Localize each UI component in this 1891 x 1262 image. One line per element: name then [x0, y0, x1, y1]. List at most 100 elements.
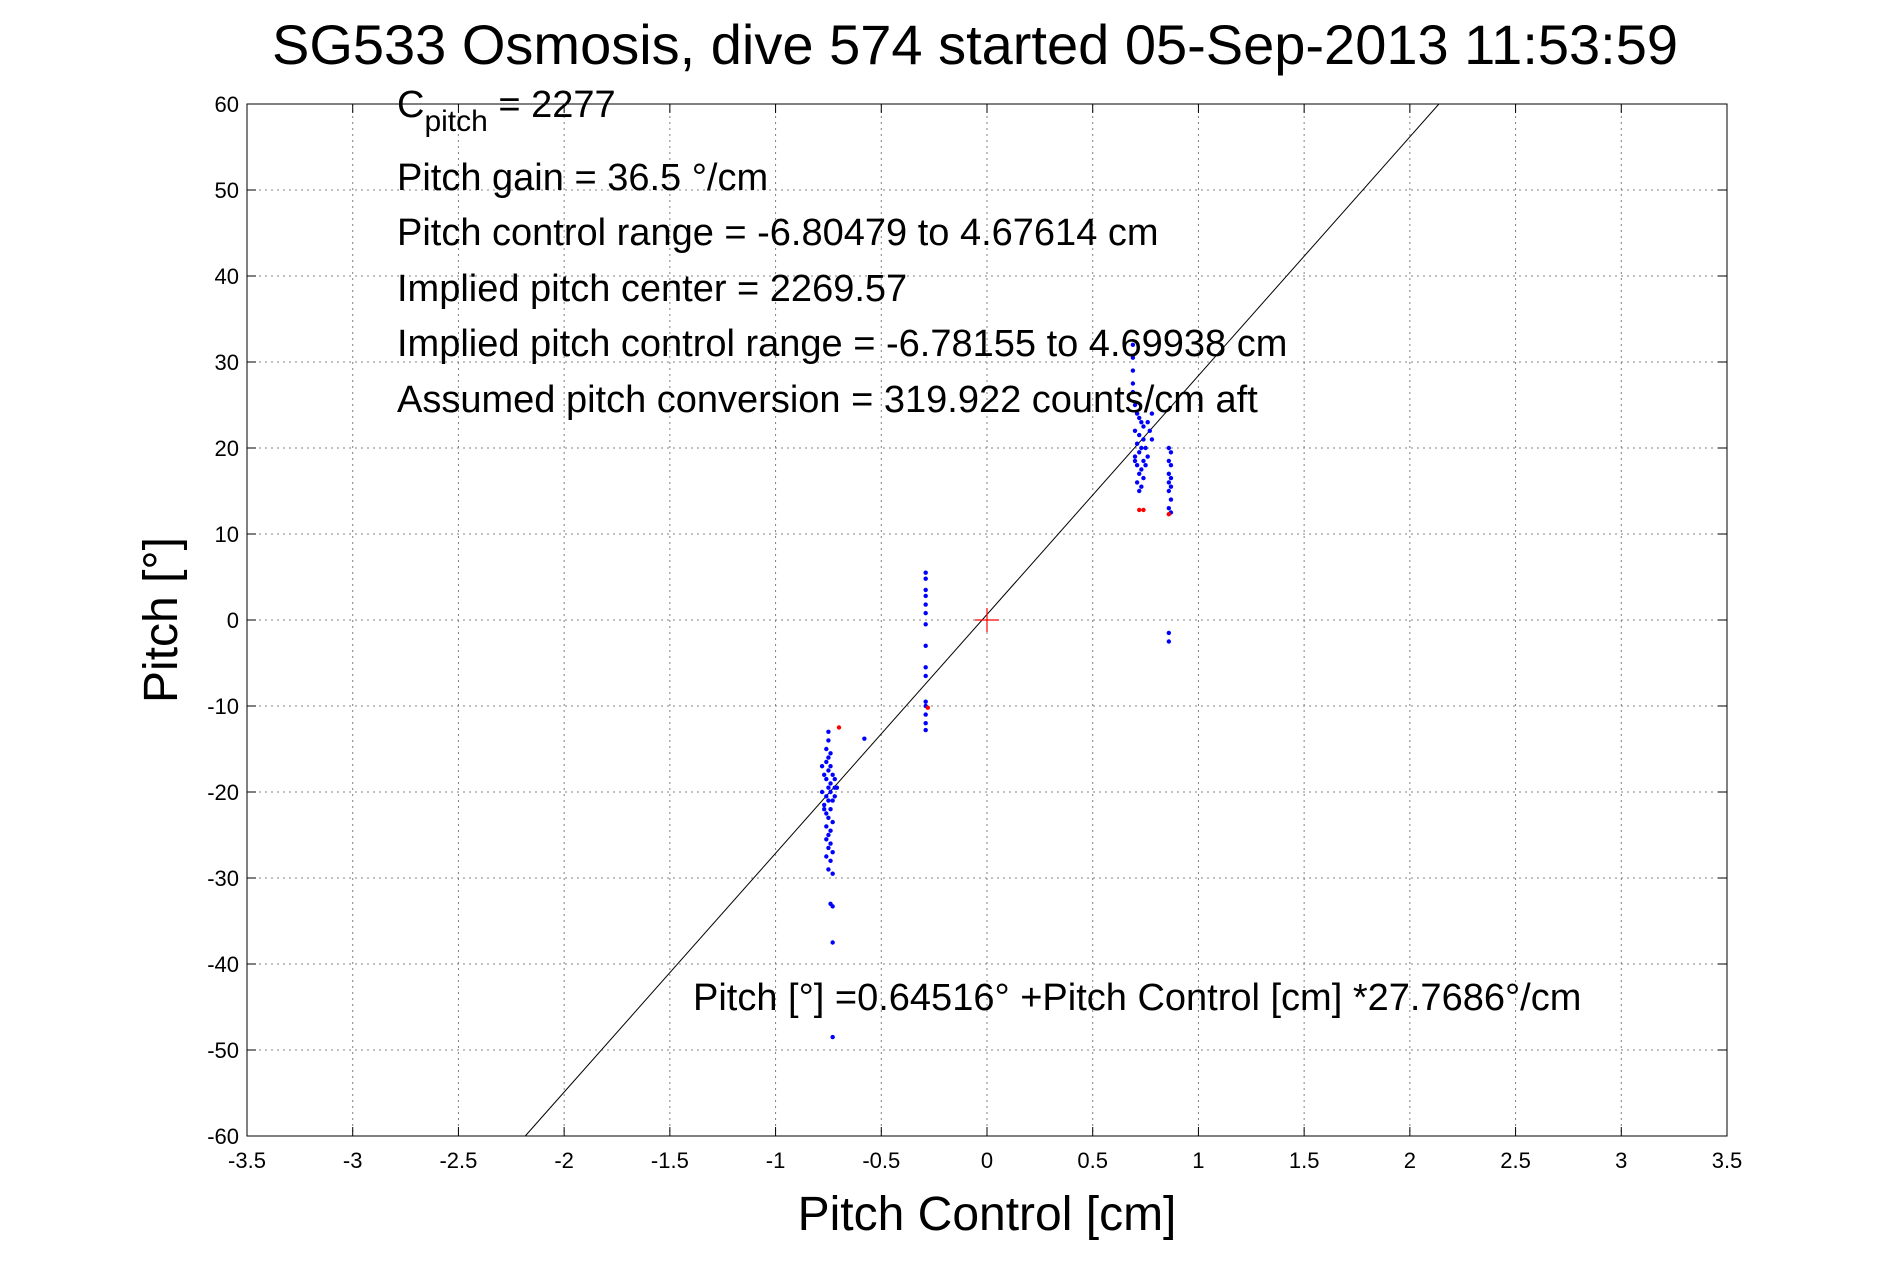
data-point-blue — [822, 807, 827, 812]
data-point-blue — [1134, 411, 1140, 416]
y-axis-label: Pitch [°] — [135, 537, 188, 703]
x-tick-label: 0.5 — [1077, 1148, 1108, 1173]
data-point-blue — [824, 776, 829, 782]
data-point-blue — [1137, 471, 1142, 476]
data-point-blue — [1137, 450, 1142, 455]
data-point-blue — [832, 776, 837, 782]
data-point-blue — [1134, 480, 1140, 485]
data-point-blue — [826, 755, 831, 760]
data-point-blue — [1134, 441, 1140, 446]
data-point-blue — [830, 850, 835, 855]
data-point-blue — [923, 699, 928, 704]
data-point-blue — [1168, 497, 1174, 502]
x-tick-label: 1 — [1192, 1148, 1204, 1173]
data-point-blue — [822, 772, 827, 777]
data-point-blue — [826, 832, 831, 838]
x-tick-label: 1.5 — [1289, 1148, 1320, 1173]
x-tick-label: -0.5 — [862, 1148, 900, 1173]
y-tick-label: -30 — [207, 866, 239, 891]
data-point-blue — [1166, 639, 1172, 644]
data-point-blue — [826, 738, 831, 743]
data-point-blue — [1130, 368, 1136, 373]
annotation-block: Cpitch = 2277 Pitch gain = 36.5 °/cm Pit… — [397, 84, 1287, 421]
data-point-blue — [826, 729, 831, 734]
y-tick-label: 60 — [215, 92, 239, 117]
data-point-blue — [1147, 428, 1153, 433]
data-point-red — [1141, 507, 1146, 513]
data-point-blue — [923, 643, 928, 648]
data-point-blue — [828, 841, 833, 846]
y-tick-label: -50 — [207, 1038, 239, 1063]
data-point-blue — [923, 712, 928, 717]
data-point-blue — [1134, 463, 1140, 468]
data-point-blue — [824, 811, 829, 816]
data-point-blue — [1143, 463, 1148, 468]
data-point-blue — [1137, 432, 1142, 438]
y-tick-label: -10 — [207, 694, 239, 719]
data-point-blue — [830, 904, 835, 909]
data-point-blue — [923, 673, 928, 679]
implied-pitch-center-annotation: Implied pitch center = 2269.57 — [397, 268, 907, 310]
data-point-blue — [1166, 480, 1172, 485]
x-tick-label: 2.5 — [1500, 1148, 1531, 1173]
grid-lines — [247, 104, 1727, 1136]
data-point-blue — [1130, 342, 1136, 347]
y-tick-label: 50 — [215, 178, 239, 203]
data-point-blue — [1166, 458, 1172, 464]
data-point-blue — [1132, 428, 1138, 433]
data-point-blue — [1141, 437, 1146, 442]
data-point-blue — [1141, 458, 1146, 464]
data-point-blue — [824, 759, 829, 765]
fit-equation: Pitch [°] =0.64516° +Pitch Control [cm] … — [693, 977, 1581, 1019]
data-point-blue — [923, 665, 928, 670]
data-point-blue — [828, 807, 833, 812]
y-tick-label: -40 — [207, 952, 239, 977]
x-axis-label: Pitch Control [cm] — [798, 1188, 1177, 1241]
data-point-blue — [923, 602, 928, 607]
data-point-blue — [828, 858, 833, 863]
data-point-blue — [834, 785, 840, 790]
data-point-blue — [819, 789, 825, 795]
y-tick-label: 0 — [227, 608, 239, 633]
x-tick-label: 3 — [1615, 1148, 1627, 1173]
data-point-blue — [923, 576, 928, 581]
data-point-blue — [923, 593, 928, 599]
data-point-blue — [1166, 488, 1172, 494]
data-point-blue — [1132, 454, 1138, 459]
x-tick-label: -1.5 — [651, 1148, 689, 1173]
data-point-blue — [1132, 402, 1138, 408]
data-point-red — [1137, 507, 1142, 513]
data-point-blue — [1168, 484, 1174, 489]
data-point-blue — [1137, 488, 1142, 494]
data-point-blue — [1132, 458, 1138, 464]
y-tick-label: -20 — [207, 780, 239, 805]
data-point-blue — [1143, 445, 1148, 451]
data-point-red — [1166, 512, 1172, 517]
data-point-blue — [1168, 450, 1174, 455]
x-tick-label: -1 — [766, 1148, 786, 1173]
data-point-blue — [828, 828, 833, 833]
x-tick-label: 0 — [981, 1148, 993, 1173]
data-point-blue — [824, 794, 829, 799]
data-point-blue — [824, 824, 829, 829]
chart-title: SG533 Osmosis, dive 574 started 05-Sep-2… — [272, 13, 1678, 76]
data-point-blue — [826, 768, 831, 773]
data-point-blue — [1145, 420, 1150, 425]
data-point-blue — [1130, 381, 1136, 386]
data-point-blue — [826, 785, 831, 790]
x-tick-label: 2 — [1404, 1148, 1416, 1173]
data-point-red — [836, 725, 842, 730]
data-point-blue — [1141, 424, 1146, 429]
implied-pitch-control-range-annotation: Implied pitch control range = -6.78155 t… — [397, 323, 1287, 365]
data-point-blue — [1139, 420, 1144, 425]
data-point-blue — [923, 721, 928, 726]
pitch-conversion-annotation: Assumed pitch conversion = 319.922 count… — [397, 379, 1258, 421]
data-point-blue — [828, 781, 833, 786]
axis-ticks: -3.5 -3 -2.5 -2 -1.5 -1 -0.5 0 0.5 1 1.5 2 2.5 3 3.5 60… — [207, 92, 1742, 1173]
plot-area: -3.5 -3 -2.5 -2 -1.5 -1 -0.5 0 0.5 1 1.5 2 2.5 3 3.5 60… — [207, 92, 1742, 1173]
data-point-blue — [1166, 445, 1172, 451]
x-tick-label: -2 — [554, 1148, 574, 1173]
data-point-blue — [923, 570, 928, 575]
data-point-blue — [819, 764, 825, 769]
data-point-blue — [830, 819, 835, 825]
